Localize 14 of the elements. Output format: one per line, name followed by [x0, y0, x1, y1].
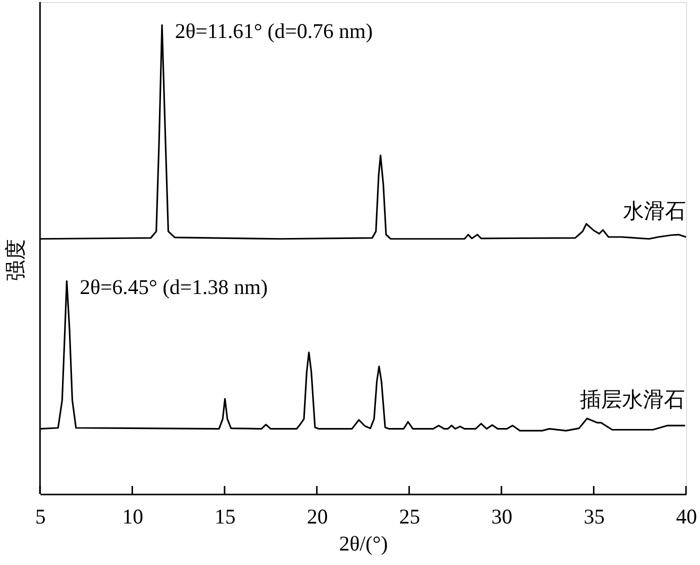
x-tick-label: 35	[584, 504, 605, 528]
annotation: 2θ=6.45° (d=1.38 nm)	[80, 275, 268, 300]
x-tick-label: 40	[676, 504, 697, 528]
x-tick-label: 10	[122, 504, 144, 528]
y-axis-title: 强度	[4, 239, 28, 281]
series-label: 插层水滑石	[580, 388, 686, 412]
annotation: 2θ=11.61° (d=0.76 nm)	[175, 19, 373, 43]
x-axis-title: 2θ/(°)	[339, 532, 388, 556]
x-tick-label: 30	[491, 504, 512, 528]
x-tick-label: 20	[306, 504, 328, 528]
x-tick-label: 5	[35, 504, 46, 528]
x-tick-label: 25	[399, 504, 420, 528]
x-tick-label: 15	[214, 504, 236, 528]
series-label: 水滑石	[623, 198, 686, 223]
